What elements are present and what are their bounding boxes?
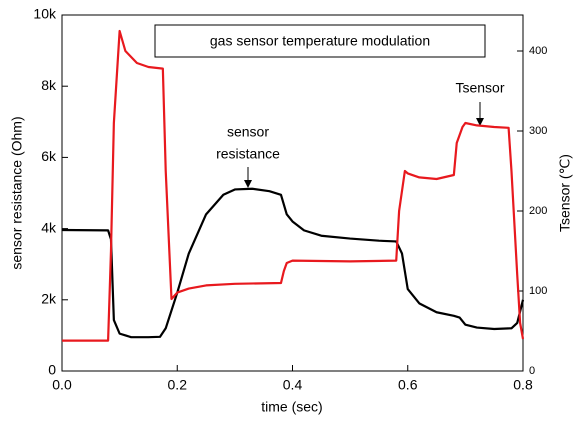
- chart-title: gas sensor temperature modulation: [210, 33, 430, 49]
- y2-tick-label: 100: [529, 285, 547, 297]
- data-line: [62, 29, 525, 342]
- x-tick-label: 0.2: [168, 377, 188, 393]
- data-line: [61, 187, 525, 339]
- x-tick-label: 0.6: [398, 377, 418, 393]
- y-tick-label: 8k: [41, 77, 57, 93]
- y-tick-label: 10k: [33, 6, 57, 22]
- y2-tick-label: 400: [529, 45, 547, 57]
- y2-tick-label: 300: [529, 125, 547, 137]
- y2-tick-label: 0: [529, 365, 535, 377]
- y-tick-label: 2k: [41, 291, 57, 307]
- annotation-arrowhead: [244, 180, 252, 188]
- x-tick-label: 0.8: [513, 377, 533, 393]
- title-box: [154, 24, 486, 58]
- y-tick-label: 0: [48, 362, 56, 378]
- annotation-arrowhead: [476, 118, 484, 126]
- x-tick-label: 0.4: [283, 377, 303, 393]
- y-axis-label: sensor resistance (Ohm): [9, 116, 25, 269]
- x-axis-label: time (sec): [261, 399, 322, 415]
- y-tick-label: 6k: [41, 148, 57, 164]
- annotation: resistance: [216, 146, 280, 162]
- y2-axis-label: Tsensor (℃): [557, 154, 573, 232]
- y-tick-label: 4k: [41, 219, 57, 235]
- y2-tick-label: 200: [529, 205, 547, 217]
- x-tick-label: 0.0: [52, 377, 72, 393]
- annotation: sensor: [227, 124, 269, 140]
- plot-frame: [61, 14, 524, 372]
- annotation: Tsensor: [455, 80, 504, 96]
